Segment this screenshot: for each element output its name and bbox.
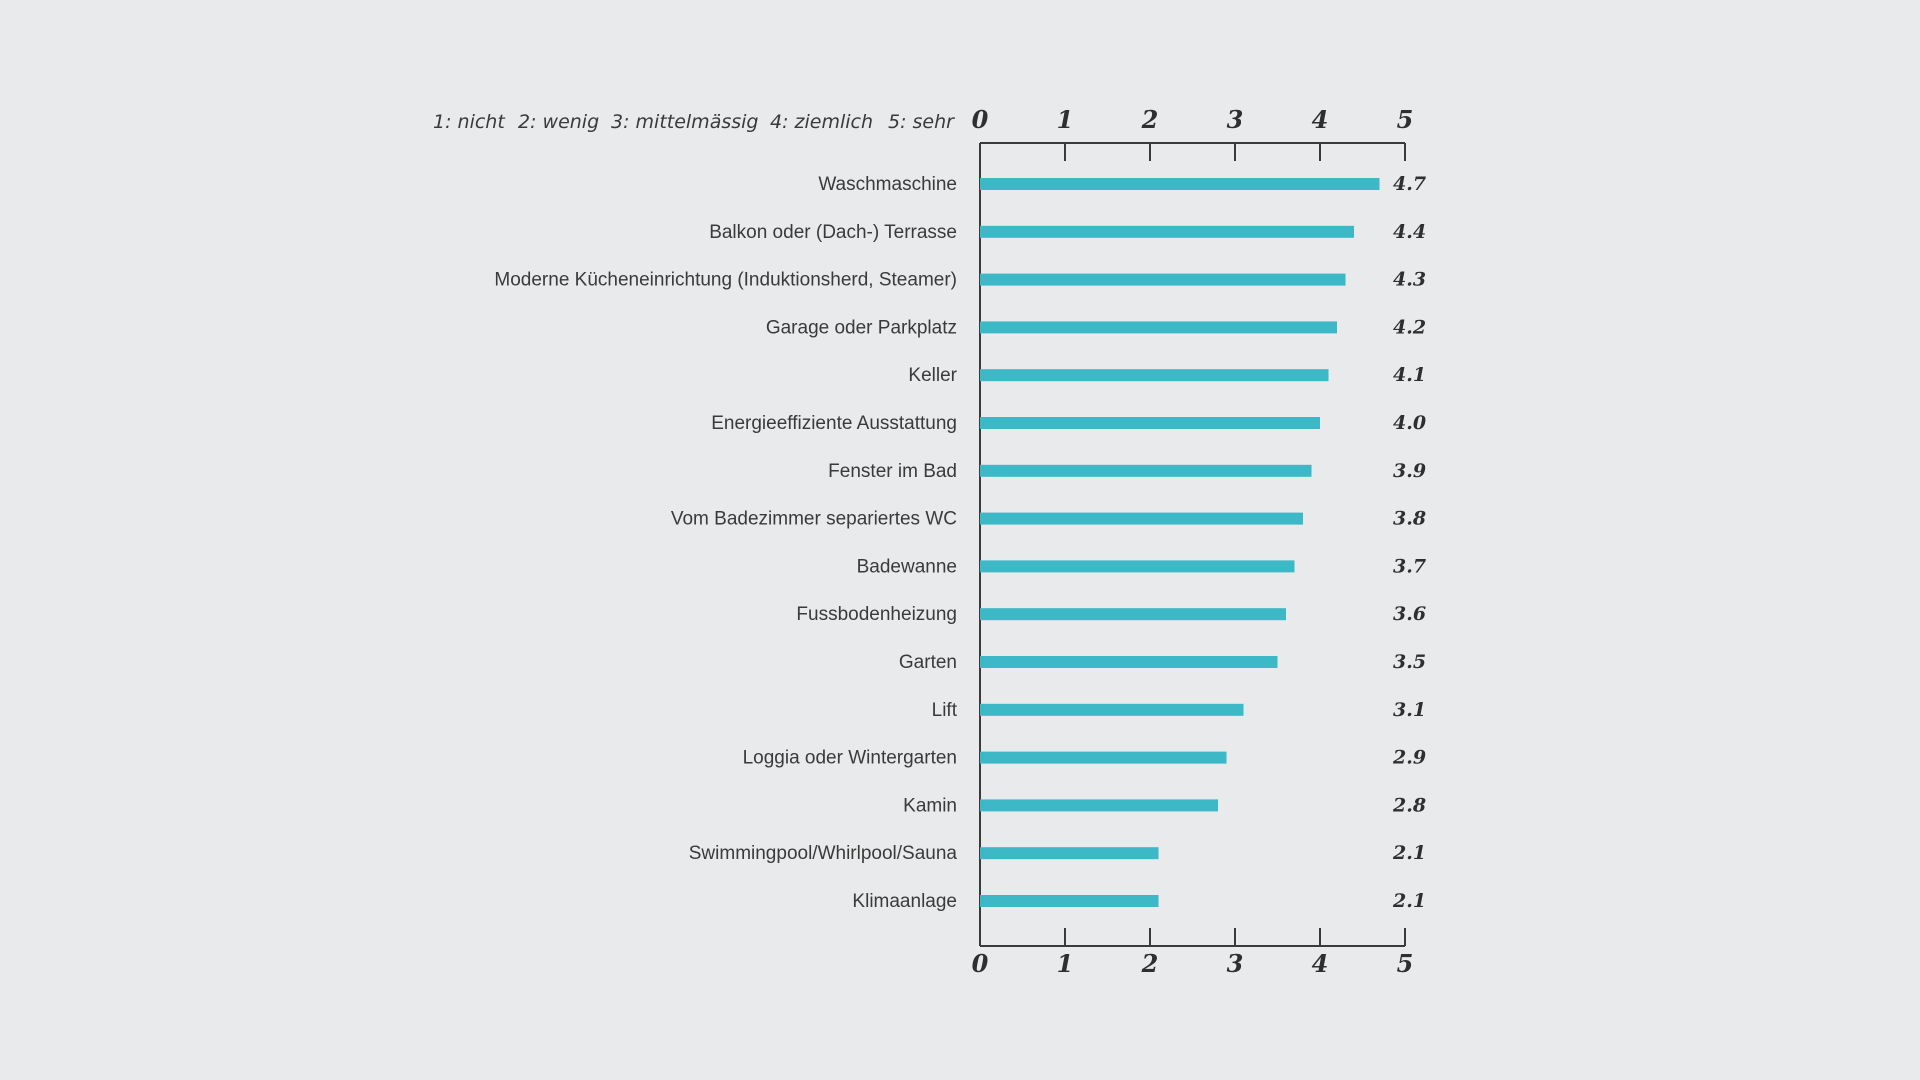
- scale-legend-item: 3: mittelmässig: [611, 111, 758, 133]
- data-label: 3.6: [1393, 603, 1426, 625]
- category-label: Fenster im Bad: [828, 461, 957, 482]
- category-label: Energieeffiziente Ausstattung: [711, 413, 957, 434]
- data-label: 3.9: [1393, 460, 1426, 482]
- bar: [980, 847, 1159, 860]
- bar: [980, 560, 1295, 573]
- bar: [980, 512, 1303, 525]
- category-label: Badewanne: [857, 556, 957, 577]
- top-tick-label: 4: [1312, 105, 1329, 134]
- category-label: Fussbodenheizung: [796, 604, 957, 625]
- top-tick-label: 0: [972, 105, 989, 134]
- bar: [980, 321, 1337, 334]
- value-labels: 4.7 4.4 4.3 4.2 4.1 4.0 3.9 3.8 3.7 3.6 3.5 3.1 2.9 2…: [1392, 173, 1426, 912]
- category-label: Lift: [932, 700, 958, 721]
- bar: [980, 608, 1286, 621]
- bar: [980, 178, 1380, 190]
- scale-legend-item: 4: ziemlich: [770, 111, 873, 133]
- data-label: 4.7: [1393, 173, 1426, 195]
- bottom-tick-label: 0: [972, 949, 989, 978]
- bar: [980, 895, 1159, 907]
- bar: [980, 225, 1354, 238]
- data-label: 2.1: [1392, 842, 1426, 864]
- data-label: 3.5: [1393, 651, 1426, 673]
- data-label: 4.1: [1393, 364, 1426, 386]
- category-label: Garten: [899, 652, 957, 673]
- bottom-tick-label: 5: [1397, 949, 1414, 978]
- category-label: Balkon oder (Dach-) Terrasse: [709, 222, 957, 243]
- bar: [980, 703, 1244, 716]
- category-label: Klimaanlage: [852, 891, 957, 912]
- data-label: 4.4: [1393, 221, 1426, 243]
- bottom-tick-label: 3: [1227, 949, 1244, 978]
- bar: [980, 273, 1346, 286]
- top-tick-label: 2: [1141, 105, 1159, 134]
- top-tick-label: 3: [1227, 105, 1244, 134]
- bar: [980, 369, 1329, 382]
- data-label: 3.1: [1393, 699, 1426, 721]
- data-label: 2.1: [1392, 890, 1426, 912]
- category-label: Loggia oder Wintergarten: [743, 748, 957, 769]
- bar: [980, 751, 1227, 764]
- data-label: 4.0: [1393, 412, 1426, 434]
- category-label: Swimmingpool/Whirlpool/Sauna: [689, 843, 958, 864]
- scale-legend-item: 2: wenig: [518, 111, 599, 133]
- bar: [980, 464, 1312, 477]
- category-label: Kamin: [903, 795, 957, 816]
- data-label: 2.8: [1392, 794, 1426, 816]
- category-label: Garage oder Parkplatz: [766, 317, 957, 338]
- bar: [980, 656, 1278, 668]
- bars: [980, 178, 1380, 907]
- data-label: 4.2: [1393, 316, 1426, 338]
- bottom-tick-label: 1: [1057, 949, 1074, 978]
- top-tick-label: 1: [1057, 105, 1074, 134]
- scale-legend-item: 1: nicht: [433, 111, 506, 133]
- bottom-tick-label: 2: [1141, 949, 1159, 978]
- category-label: Vom Badezimmer separiertes WC: [671, 509, 957, 530]
- bar: [980, 417, 1320, 429]
- category-labels: Waschmaschine Balkon oder (Dach-) Terrass…: [494, 174, 957, 912]
- data-label: 3.7: [1393, 555, 1426, 577]
- data-label: 3.8: [1393, 508, 1426, 530]
- data-label: 2.9: [1392, 747, 1426, 769]
- bar: [980, 799, 1218, 812]
- scale-legend: 1: nicht 2: wenig 3: mittelmässig 4: ziemli…: [433, 111, 955, 133]
- bottom-tick-label: 4: [1312, 949, 1329, 978]
- category-label: Moderne Kücheneinrichtung (Induktionsher…: [494, 270, 957, 291]
- top-tick-label: 5: [1397, 105, 1414, 134]
- axes: 0 0 1 1 2 2 3 3 4 4 5 5: [972, 105, 1414, 978]
- category-label: Keller: [908, 365, 957, 386]
- data-label: 4.3: [1393, 269, 1426, 291]
- category-label: Waschmaschine: [818, 174, 957, 195]
- scale-legend-item: 5: sehr: [888, 111, 955, 133]
